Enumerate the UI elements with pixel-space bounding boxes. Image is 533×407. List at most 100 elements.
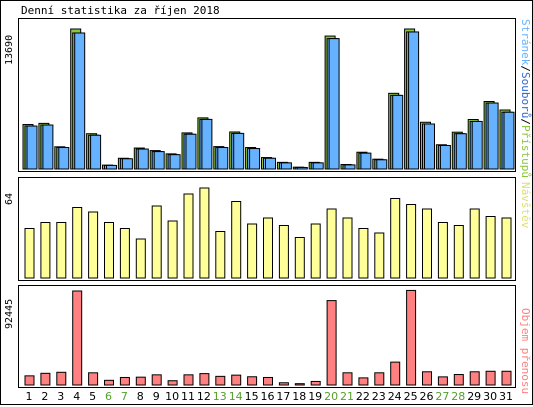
x-tick-label: 11 (181, 390, 195, 403)
visits-bar-9 (151, 205, 162, 279)
traffic-bar-23 (374, 372, 385, 386)
traffic-bar-17 (278, 382, 289, 386)
x-tick-label: 15 (245, 390, 259, 403)
x-axis: 1 2 3 4 5 6 7 8 9 10 11 12 13 14 15 16 17 18 19 20 21 22 23 24 2… (26, 390, 514, 403)
traffic-bar-21 (342, 372, 353, 386)
traffic-bar-5 (88, 372, 99, 386)
x-tick-label: 19 (308, 390, 322, 403)
chart-title: Denní statistika za říjen 2018 (21, 4, 220, 17)
visits-bar-25 (406, 204, 417, 279)
visits-chart (24, 187, 512, 279)
pages-bar-3 (58, 147, 70, 170)
pages-bar-1 (26, 125, 38, 170)
legend-pages: Stránek (519, 19, 532, 66)
pages-bar-14 (233, 132, 245, 170)
visits-bar-16 (263, 217, 273, 279)
pages-bar-29 (471, 120, 483, 170)
pages-bar-24 (392, 94, 404, 170)
visits-bar-20 (326, 208, 337, 279)
x-tick-label: 21 (340, 390, 354, 403)
x-tick-label: 18 (292, 390, 306, 403)
visits-bar-8 (135, 238, 146, 279)
traffic-bar-7 (119, 376, 130, 386)
pages-bar-11 (185, 133, 197, 170)
pages-bar-26 (424, 123, 435, 170)
traffic-bar-9 (151, 374, 162, 386)
pages-bar-20 (328, 38, 340, 170)
pages-bar-9 (153, 151, 165, 170)
pages-bar-30 (487, 102, 499, 170)
traffic-bar-22 (358, 377, 369, 386)
pages-bar-25 (408, 31, 420, 170)
traffic-bar-10 (167, 380, 178, 386)
x-tick-label: 17 (276, 390, 290, 403)
visits-bar-30 (485, 216, 496, 279)
x-tick-label: 8 (137, 390, 144, 403)
pages-bar-4 (74, 32, 86, 170)
x-tick-label: 13 (213, 390, 227, 403)
traffic-bar-1 (24, 375, 35, 386)
x-tick-label: 12 (197, 390, 211, 403)
x-tick-label: 14 (229, 390, 243, 403)
visits-bar-2 (40, 222, 51, 279)
visits-bar-12 (199, 187, 210, 279)
traffic-bar-16 (263, 376, 273, 386)
visits-bar-6 (104, 222, 114, 279)
pages-bar-10 (169, 154, 181, 170)
pages-bar-13 (217, 147, 229, 170)
x-tick-label: 2 (41, 390, 48, 403)
x-tick-label: 31 (499, 390, 513, 403)
x-tick-label: 30 (483, 390, 497, 403)
pages-bar-18 (296, 166, 308, 170)
traffic-bar-18 (294, 383, 305, 386)
pages-bar-2 (42, 124, 54, 170)
visits-bar-18 (294, 237, 305, 279)
traffic-bar-13 (215, 375, 226, 386)
x-tick-label: 29 (467, 390, 481, 403)
x-tick-label: 26 (420, 390, 434, 403)
traffic-bar-3 (56, 371, 67, 386)
legend-files: Souborů (519, 71, 532, 119)
pages-bar-15 (249, 148, 261, 170)
visits-bar-21 (342, 217, 353, 279)
pages-bar-17 (280, 162, 292, 170)
visits-bar-15 (247, 223, 258, 279)
panel1-ymax-label: 13690 (4, 34, 15, 65)
x-tick-label: 4 (73, 390, 80, 403)
traffic-bar-12 (199, 373, 210, 386)
pages-bar-27 (439, 144, 451, 170)
pages-bar-22 (360, 152, 372, 170)
x-tick-label: 6 (105, 390, 112, 403)
traffic-bar-20 (326, 300, 337, 386)
x-tick-label: 9 (153, 390, 160, 403)
traffic-bar-2 (40, 372, 51, 386)
traffic-bar-25 (406, 289, 417, 386)
traffic-bar-8 (135, 376, 146, 386)
pages-bar-21 (344, 164, 356, 170)
traffic-bar-15 (247, 376, 258, 386)
panel3-ymax-label: 92445 (4, 298, 15, 329)
hits-files-pages-chart (22, 28, 515, 170)
visits-bar-28 (453, 225, 464, 279)
traffic-bar-4 (72, 290, 83, 386)
visits-bar-14 (231, 201, 242, 279)
visits-bar-13 (215, 231, 226, 279)
pages-bar-19 (312, 162, 324, 170)
traffic-bar-19 (310, 380, 321, 386)
traffic-bar-6 (104, 379, 114, 386)
legend-hits: Přístupů (519, 124, 532, 178)
panel2-ymax-label: 64 (4, 192, 15, 205)
traffic-bar-14 (231, 374, 242, 386)
traffic-bar-27 (437, 376, 448, 386)
traffic-bar-29 (469, 371, 480, 386)
visits-bar-19 (310, 223, 321, 279)
panel2-legend: Návštěv (519, 182, 532, 229)
x-tick-label: 27 (435, 390, 449, 403)
pages-bar-8 (137, 148, 149, 170)
legend-separator-1: / (519, 65, 532, 72)
traffic-chart (24, 289, 512, 386)
x-tick-label: 24 (388, 390, 402, 403)
visits-bar-4 (72, 207, 83, 279)
traffic-bar-26 (422, 371, 432, 386)
